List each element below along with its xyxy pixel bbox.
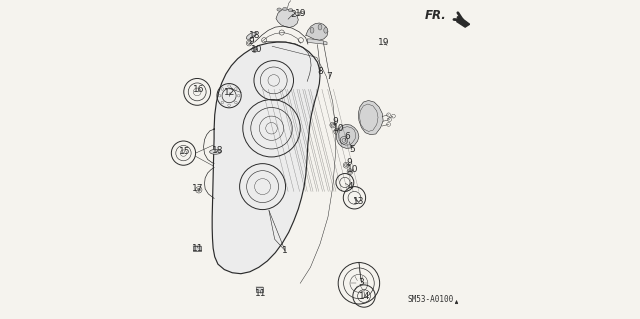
Text: 19: 19 [294, 9, 306, 18]
Ellipse shape [289, 9, 293, 12]
Ellipse shape [310, 27, 314, 33]
Polygon shape [337, 124, 359, 148]
Polygon shape [307, 39, 327, 45]
Text: 10: 10 [251, 45, 262, 54]
Text: 7: 7 [326, 72, 332, 81]
Text: 6: 6 [344, 132, 350, 141]
Text: 3: 3 [358, 278, 364, 287]
Text: 9: 9 [248, 37, 254, 46]
Text: 19: 19 [378, 38, 390, 47]
Polygon shape [276, 9, 298, 27]
Text: 17: 17 [193, 184, 204, 193]
Text: 18: 18 [212, 146, 223, 155]
Text: 14: 14 [359, 292, 371, 300]
Text: 4: 4 [348, 182, 353, 191]
Text: 16: 16 [193, 85, 205, 94]
Ellipse shape [246, 32, 257, 39]
Text: 11: 11 [255, 289, 267, 298]
Text: 5: 5 [349, 145, 355, 154]
Text: 12: 12 [225, 88, 236, 97]
Ellipse shape [318, 24, 322, 30]
Text: 9: 9 [346, 158, 352, 167]
Text: 9: 9 [332, 117, 338, 126]
Polygon shape [306, 23, 328, 40]
Ellipse shape [277, 8, 282, 11]
Text: 10: 10 [333, 124, 344, 133]
Text: 11: 11 [193, 244, 204, 253]
Ellipse shape [210, 149, 221, 154]
Text: FR.: FR. [424, 10, 446, 22]
Text: 8: 8 [318, 67, 323, 76]
Ellipse shape [324, 27, 328, 33]
Text: SM53-A0100: SM53-A0100 [408, 295, 454, 304]
Text: 1: 1 [282, 246, 288, 255]
Bar [255, 287, 263, 292]
Bar [193, 246, 201, 251]
Polygon shape [212, 42, 320, 274]
Text: 10: 10 [348, 165, 359, 174]
Ellipse shape [283, 7, 287, 11]
Text: 2: 2 [290, 10, 296, 19]
Polygon shape [358, 100, 383, 135]
Polygon shape [457, 17, 470, 27]
Text: 18: 18 [249, 31, 260, 40]
Text: 13: 13 [353, 197, 364, 206]
Polygon shape [455, 300, 458, 304]
Text: 15: 15 [179, 147, 191, 156]
